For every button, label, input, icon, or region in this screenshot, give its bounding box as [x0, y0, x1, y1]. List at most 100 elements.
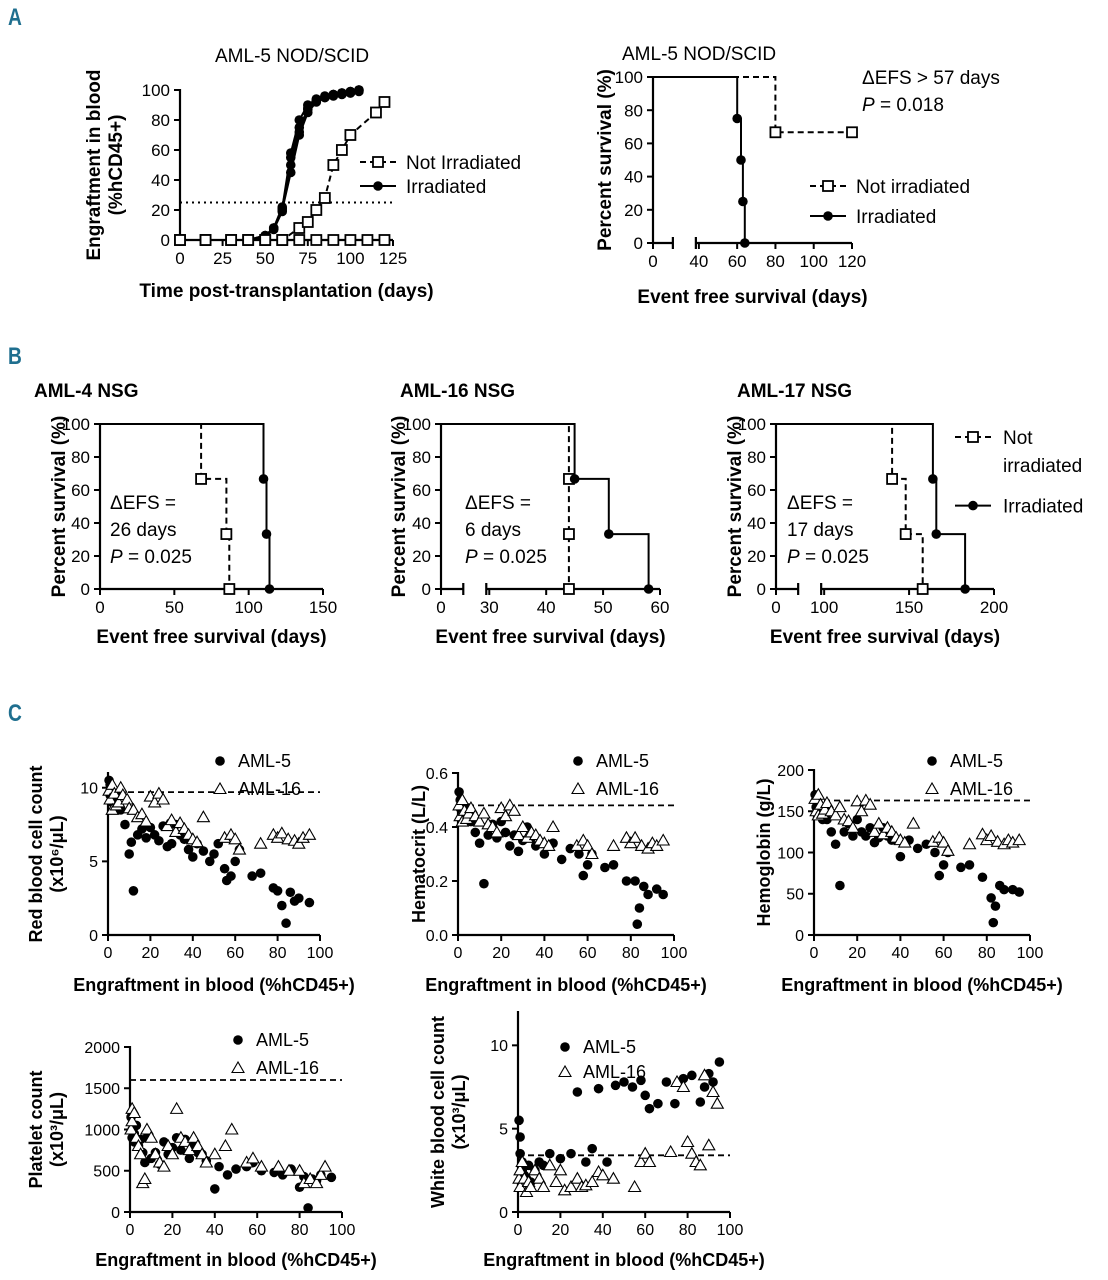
legend-marker [822, 180, 834, 192]
data-point [294, 893, 304, 903]
series-not-irradiated [776, 423, 929, 595]
series-irradiated [776, 423, 970, 594]
chart-title: AML-16 NSG [400, 381, 515, 402]
legend-marker [372, 156, 384, 168]
data-point [127, 1105, 142, 1119]
data-point [228, 832, 243, 845]
data-point [938, 860, 949, 870]
data-point [541, 838, 556, 851]
data-point [513, 1163, 528, 1176]
data-point [863, 797, 878, 810]
data-point [337, 88, 347, 98]
y-tick-label: 40 [412, 514, 431, 533]
data-point [867, 824, 882, 837]
x-axis-title: Engraftment in blood (%hCD45+) [781, 975, 1063, 995]
data-point [311, 94, 322, 104]
y-tick-label: 60 [71, 481, 90, 500]
data-point [845, 820, 860, 833]
data-point [293, 222, 306, 234]
y-axis-title: (%hCD45+) [106, 115, 127, 216]
data-point [230, 856, 240, 867]
data-point [627, 1179, 642, 1193]
data-point [281, 918, 291, 929]
data-point [643, 889, 653, 900]
legend-label: AML-5 [596, 751, 649, 771]
data-point [940, 843, 955, 856]
x-tick-label: 125 [379, 249, 407, 268]
x-tick-label: 0 [436, 598, 445, 617]
data-point [304, 897, 315, 908]
y-axis-title: Hemoglobin (g/L) [754, 779, 774, 927]
legend-marker [233, 1035, 243, 1045]
data-point [515, 819, 530, 833]
data-point [285, 148, 296, 158]
y-axis-title: (x10³/μL) [47, 1092, 67, 1167]
data-point [570, 1171, 585, 1184]
legend-label: AML-16 [256, 1058, 319, 1078]
data-point [294, 115, 305, 125]
series-line [180, 101, 386, 241]
data-point [511, 827, 526, 841]
y-tick-label: 100 [777, 845, 804, 862]
y-tick-label: 5 [499, 1121, 508, 1138]
survival-curve [653, 76, 746, 243]
x-tick-label: 40 [689, 252, 708, 271]
y-tick-label: 20 [71, 547, 90, 566]
legend-label: AML-16 [596, 779, 659, 799]
x-tick-label: 0 [771, 598, 780, 617]
data-point [621, 876, 632, 886]
data-point [124, 849, 134, 859]
data-point [936, 835, 951, 848]
data-point [676, 1079, 691, 1093]
data-point [545, 1148, 555, 1159]
y-tick-label: 50 [786, 887, 804, 904]
series-not-irradiated [174, 96, 391, 246]
data-point [134, 807, 149, 820]
data-point [303, 100, 313, 110]
x-tick-label: 25 [213, 249, 232, 268]
x-tick-label: 20 [552, 1222, 570, 1239]
y-tick-label: 80 [624, 101, 643, 120]
data-point [928, 474, 938, 484]
x-tick-label: 40 [537, 598, 556, 617]
data-point [546, 819, 560, 833]
data-point [820, 795, 834, 809]
data-point [214, 1161, 224, 1172]
y-tick-label: 2000 [84, 1040, 120, 1057]
x-tick-label: 100 [234, 598, 262, 617]
data-point [160, 818, 175, 832]
data-point [301, 216, 314, 228]
data-point [697, 1068, 712, 1081]
chart-title: AML-5 NOD/SCID [215, 46, 369, 67]
y-tick-label: 0 [111, 1205, 120, 1222]
annotation-text: 17 days [787, 520, 854, 541]
data-point [186, 1130, 201, 1143]
data-point [292, 1163, 307, 1176]
data-point [934, 870, 945, 881]
x-tick-label: 120 [838, 252, 866, 271]
legend-label: Irradiated [406, 177, 486, 198]
data-point [555, 1153, 566, 1164]
legend-label: AML-5 [256, 1030, 309, 1050]
data-point [640, 1090, 650, 1101]
data-point [572, 1087, 583, 1097]
data-point [632, 919, 643, 929]
annotation-text: P = 0.025 [787, 547, 869, 568]
data-point [184, 1153, 195, 1164]
y-tick-label: 0 [81, 580, 90, 599]
data-point [282, 1163, 296, 1176]
y-axis-title: (x10⁶/μL) [47, 815, 67, 892]
data-point [483, 830, 494, 840]
data-point [684, 1146, 699, 1159]
data-point [653, 1098, 663, 1109]
data-point [271, 1159, 286, 1172]
data-point [906, 816, 921, 829]
chart-c2: 0 20 40 60 80 100 0.0 0.2 0.4 0.6 Engraftment in b… [409, 751, 707, 995]
data-point [642, 1154, 657, 1168]
data-point [861, 831, 871, 841]
data-point [580, 838, 595, 851]
data-point [566, 1148, 576, 1159]
data-point [732, 113, 742, 124]
data-point [964, 860, 975, 870]
legend-label: AML-5 [238, 751, 291, 771]
